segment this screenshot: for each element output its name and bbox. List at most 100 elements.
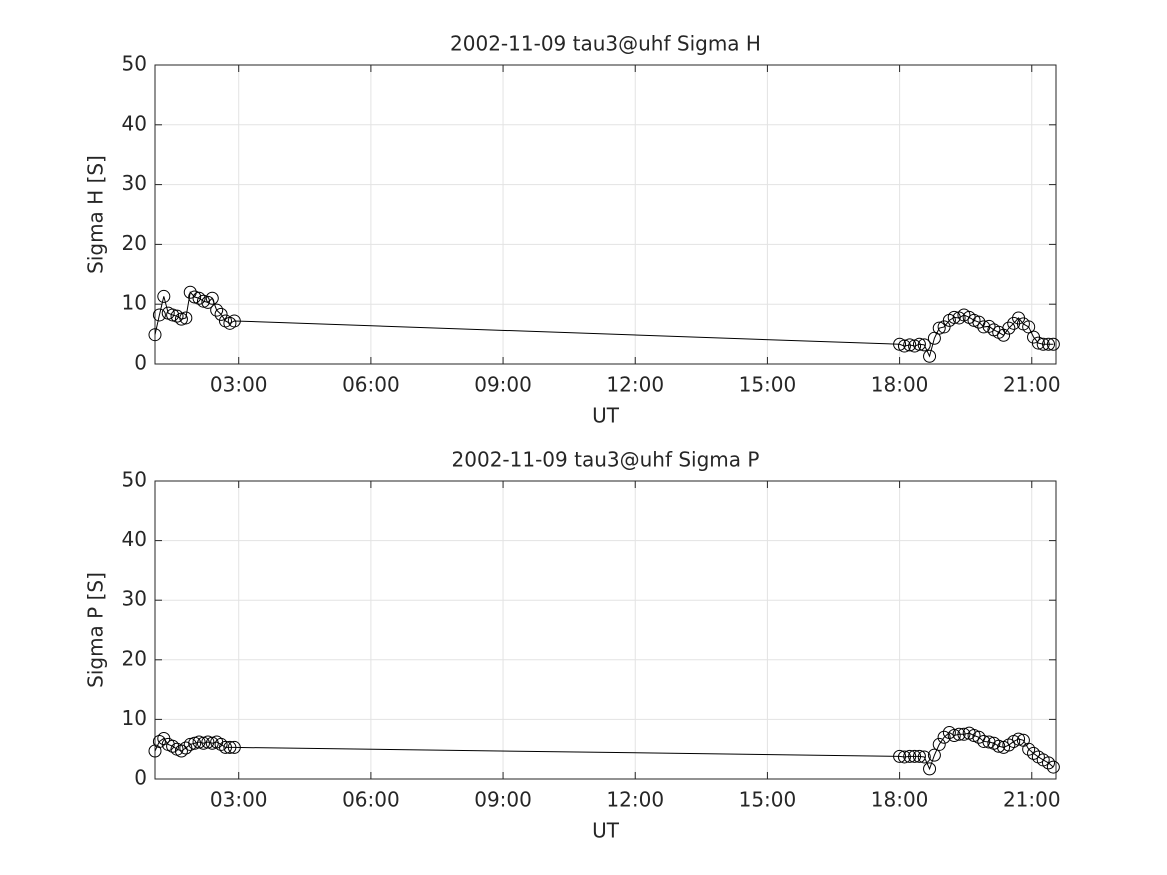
x-tick-label: 18:00 xyxy=(871,373,929,397)
data-point xyxy=(214,307,228,321)
chart-title: 2002-11-09 tau3@uhf Sigma P xyxy=(452,448,760,472)
data-point xyxy=(1046,337,1060,351)
x-tick-label: 06:00 xyxy=(342,788,400,812)
data-point xyxy=(1022,742,1036,756)
data-point xyxy=(1002,321,1016,335)
data-point xyxy=(893,749,907,763)
y-tick-label: 40 xyxy=(122,527,147,551)
x-tick-label: 15:00 xyxy=(739,373,797,397)
data-point xyxy=(1046,760,1060,774)
data-point xyxy=(1002,738,1016,752)
data-point xyxy=(982,319,996,333)
y-tick-label: 20 xyxy=(122,646,147,670)
data-point xyxy=(952,727,966,741)
data-point xyxy=(1042,756,1056,770)
y-tick-label: 20 xyxy=(122,231,147,255)
x-axis-label: UT xyxy=(592,404,620,428)
y-axis-label: Sigma P [S] xyxy=(84,572,108,688)
data-point xyxy=(912,749,926,763)
data-point xyxy=(188,736,202,750)
data-point xyxy=(997,328,1011,342)
data-point xyxy=(152,734,166,748)
data-point xyxy=(196,736,210,750)
x-tick-label: 06:00 xyxy=(342,373,400,397)
y-tick-label: 0 xyxy=(134,766,147,790)
data-point xyxy=(192,291,206,305)
data-point xyxy=(179,311,193,325)
data-point xyxy=(923,349,937,363)
data-point xyxy=(937,730,951,744)
data-point xyxy=(205,736,219,750)
y-tick-label: 10 xyxy=(122,706,147,730)
y-tick-label: 0 xyxy=(134,351,147,375)
data-line xyxy=(154,291,1054,358)
data-point xyxy=(170,309,184,323)
y-tick-label: 50 xyxy=(122,52,147,76)
data-point xyxy=(214,737,228,751)
data-point xyxy=(977,320,991,334)
y-axis-label: Sigma H [S] xyxy=(84,155,108,274)
chart-title: 2002-11-09 tau3@uhf Sigma H xyxy=(450,32,761,56)
x-tick-label: 03:00 xyxy=(210,373,268,397)
data-point xyxy=(201,735,215,749)
x-tick-label: 03:00 xyxy=(210,788,268,812)
data-point xyxy=(183,285,197,299)
axes-box xyxy=(154,64,1057,365)
data-point xyxy=(183,737,197,751)
data-point xyxy=(977,734,991,748)
data-point xyxy=(205,291,219,305)
x-tick-label: 21:00 xyxy=(1003,373,1061,397)
data-point xyxy=(957,727,971,741)
data-point xyxy=(917,750,931,764)
x-tick-label: 12:00 xyxy=(606,373,664,397)
data-point xyxy=(937,320,951,334)
data-point xyxy=(152,308,166,322)
data-point xyxy=(897,339,911,353)
data-point xyxy=(201,295,215,309)
data-point xyxy=(174,744,188,758)
y-tick-label: 50 xyxy=(122,468,147,492)
data-point xyxy=(947,310,961,324)
x-tick-label: 09:00 xyxy=(474,373,532,397)
axes-box xyxy=(154,480,1057,780)
x-tick-label: 09:00 xyxy=(474,788,532,812)
data-point xyxy=(908,749,922,763)
data-point xyxy=(1007,316,1021,330)
data-point xyxy=(1027,746,1041,760)
data-point xyxy=(932,737,946,751)
data-point xyxy=(932,321,946,335)
data-point xyxy=(223,740,237,754)
data-point xyxy=(903,338,917,352)
data-point xyxy=(947,728,961,742)
data-point xyxy=(174,312,188,326)
data-point xyxy=(192,735,206,749)
data-point xyxy=(227,314,241,328)
y-tick-label: 30 xyxy=(122,171,147,195)
data-point xyxy=(903,749,917,763)
x-tick-label: 18:00 xyxy=(871,788,929,812)
x-tick-label: 21:00 xyxy=(1003,788,1061,812)
data-point xyxy=(196,294,210,308)
data-point xyxy=(1036,337,1050,351)
data-point xyxy=(992,739,1006,753)
y-tick-label: 40 xyxy=(122,111,147,135)
x-axis-label: UT xyxy=(592,819,620,843)
data-point xyxy=(1031,336,1045,350)
x-tick-label: 15:00 xyxy=(739,788,797,812)
data-point xyxy=(1042,337,1056,351)
data-point xyxy=(148,328,162,342)
data-point xyxy=(927,748,941,762)
data-point xyxy=(923,762,937,776)
data-point xyxy=(897,750,911,764)
data-point xyxy=(157,289,171,303)
data-point xyxy=(912,337,926,351)
data-point xyxy=(1012,732,1026,746)
data-point xyxy=(227,740,241,754)
y-tick-label: 30 xyxy=(122,587,147,611)
data-line xyxy=(154,731,1054,771)
y-tick-label: 10 xyxy=(122,291,147,315)
data-point xyxy=(917,338,931,352)
data-point xyxy=(166,308,180,322)
data-point xyxy=(210,303,224,317)
